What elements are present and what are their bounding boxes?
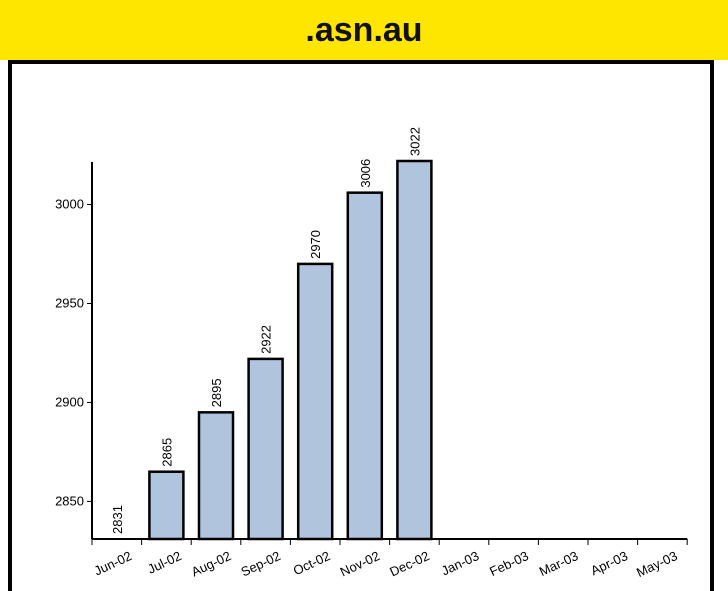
x-category-label: Oct-02 (291, 548, 333, 578)
chart-title: .asn.au (305, 10, 423, 49)
data-label: 2895 (209, 378, 224, 407)
x-category-label: Sep-02 (239, 548, 283, 579)
y-tick-label: 2950 (55, 295, 84, 310)
bar (247, 357, 284, 541)
data-label: 2922 (259, 325, 274, 354)
chart-frame: 2850 2900 2950 3000 2831 Jun-02 2865 Jul-02 2895… (8, 60, 714, 591)
x-category-label: Dec-02 (387, 548, 431, 579)
bar (148, 470, 185, 541)
data-label: 2865 (159, 438, 174, 467)
data-label: 3006 (358, 159, 373, 188)
x-category-label: Jul-02 (145, 548, 183, 577)
x-category-label: Jun-02 (92, 548, 134, 578)
x-category-label: Apr-03 (588, 548, 630, 578)
x-category-label: Mar-03 (537, 548, 581, 579)
data-label: 2970 (308, 230, 323, 259)
bar (346, 191, 384, 541)
bar (396, 159, 433, 541)
bar (197, 411, 235, 541)
x-category-label: Aug-02 (189, 548, 233, 579)
x-category-label: May-03 (634, 548, 680, 580)
y-tick-label: 2900 (55, 394, 84, 409)
x-category-label: Feb-03 (487, 548, 531, 579)
y-tick-label: 3000 (55, 197, 84, 212)
bar-chart: 2850 2900 2950 3000 2831 Jun-02 2865 Jul-02 2895… (55, 127, 688, 580)
y-tick-label: 2850 (55, 493, 84, 508)
title-bar: .asn.au (0, 0, 728, 60)
bar (296, 262, 334, 541)
x-category-label: Jan-03 (439, 548, 481, 578)
data-label: 2831 (110, 505, 125, 534)
x-category-label: Nov-02 (338, 548, 382, 579)
data-label: 3022 (407, 127, 422, 156)
